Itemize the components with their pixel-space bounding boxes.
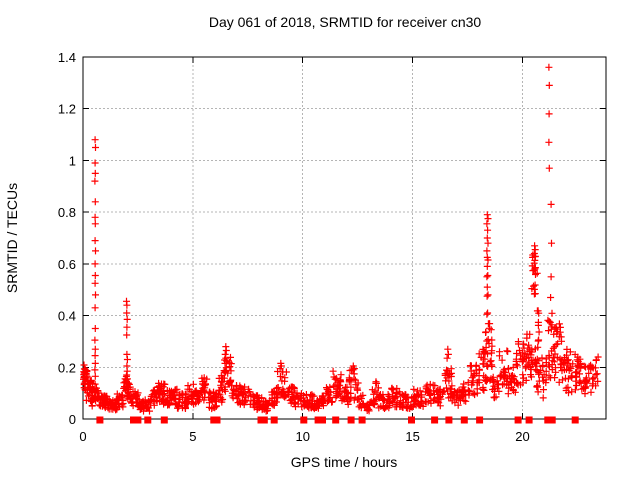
zero-value-square-marker bbox=[144, 416, 152, 424]
data-points bbox=[80, 63, 602, 424]
x-axis-label: GPS time / hours bbox=[291, 454, 398, 470]
y-tick-label: 1.4 bbox=[58, 50, 76, 65]
zero-value-square-marker bbox=[260, 416, 268, 424]
x-tick-label: 15 bbox=[405, 429, 419, 444]
y-axis-label: SRMTID / TECUs bbox=[4, 183, 20, 293]
zero-value-square-marker bbox=[544, 416, 552, 424]
grid-lines bbox=[83, 57, 606, 419]
zero-value-square-marker bbox=[514, 416, 522, 424]
scatter-plus-markers bbox=[80, 63, 602, 415]
y-tick-label: 0.8 bbox=[58, 205, 76, 220]
zero-value-square-marker bbox=[358, 416, 366, 424]
zero-value-square-marker bbox=[213, 416, 221, 424]
x-tick-label: 0 bbox=[79, 429, 86, 444]
zero-value-square-marker bbox=[160, 416, 168, 424]
plot-border-and-ticks bbox=[82, 56, 607, 420]
tick-labels: 0 5 10 15 20 0 0.2 0.4 0.6 0.8 1 1.2 1.4 bbox=[58, 50, 530, 444]
zero-value-square-marker bbox=[431, 416, 439, 424]
y-tick-label: 0.4 bbox=[58, 309, 76, 324]
zero-value-square-marker bbox=[332, 416, 340, 424]
zero-value-square-marker bbox=[314, 416, 322, 424]
zero-value-square-marker bbox=[548, 416, 556, 424]
x-tick-label: 20 bbox=[515, 429, 529, 444]
y-tick-label: 0.2 bbox=[58, 360, 76, 375]
zero-value-square-marker bbox=[460, 416, 468, 424]
zero-value-square-marker bbox=[525, 416, 533, 424]
zero-value-square-marker bbox=[476, 416, 484, 424]
chart-title: Day 061 of 2018, SRMTID for receiver cn3… bbox=[209, 14, 482, 30]
zero-value-square-marker bbox=[300, 416, 308, 424]
x-tick-label: 10 bbox=[296, 429, 310, 444]
zero-value-square-marker bbox=[96, 416, 104, 424]
zero-value-square-marker bbox=[319, 416, 326, 424]
zero-value-square-marker bbox=[130, 416, 137, 424]
y-tick-label: 0.6 bbox=[58, 257, 76, 272]
y-tick-label: 1.2 bbox=[58, 102, 76, 117]
y-tick-label: 1 bbox=[69, 153, 76, 168]
x-tick-label: 5 bbox=[189, 429, 196, 444]
zero-value-square-marker bbox=[571, 416, 579, 424]
zero-value-square-marker bbox=[270, 416, 278, 424]
zero-value-square-marker bbox=[134, 416, 142, 424]
zero-value-square-marker bbox=[408, 416, 415, 424]
zero-value-square-marker bbox=[347, 416, 355, 424]
y-tick-label: 0 bbox=[69, 412, 76, 427]
plot-border bbox=[82, 56, 607, 420]
zero-value-square-marker bbox=[445, 416, 453, 424]
